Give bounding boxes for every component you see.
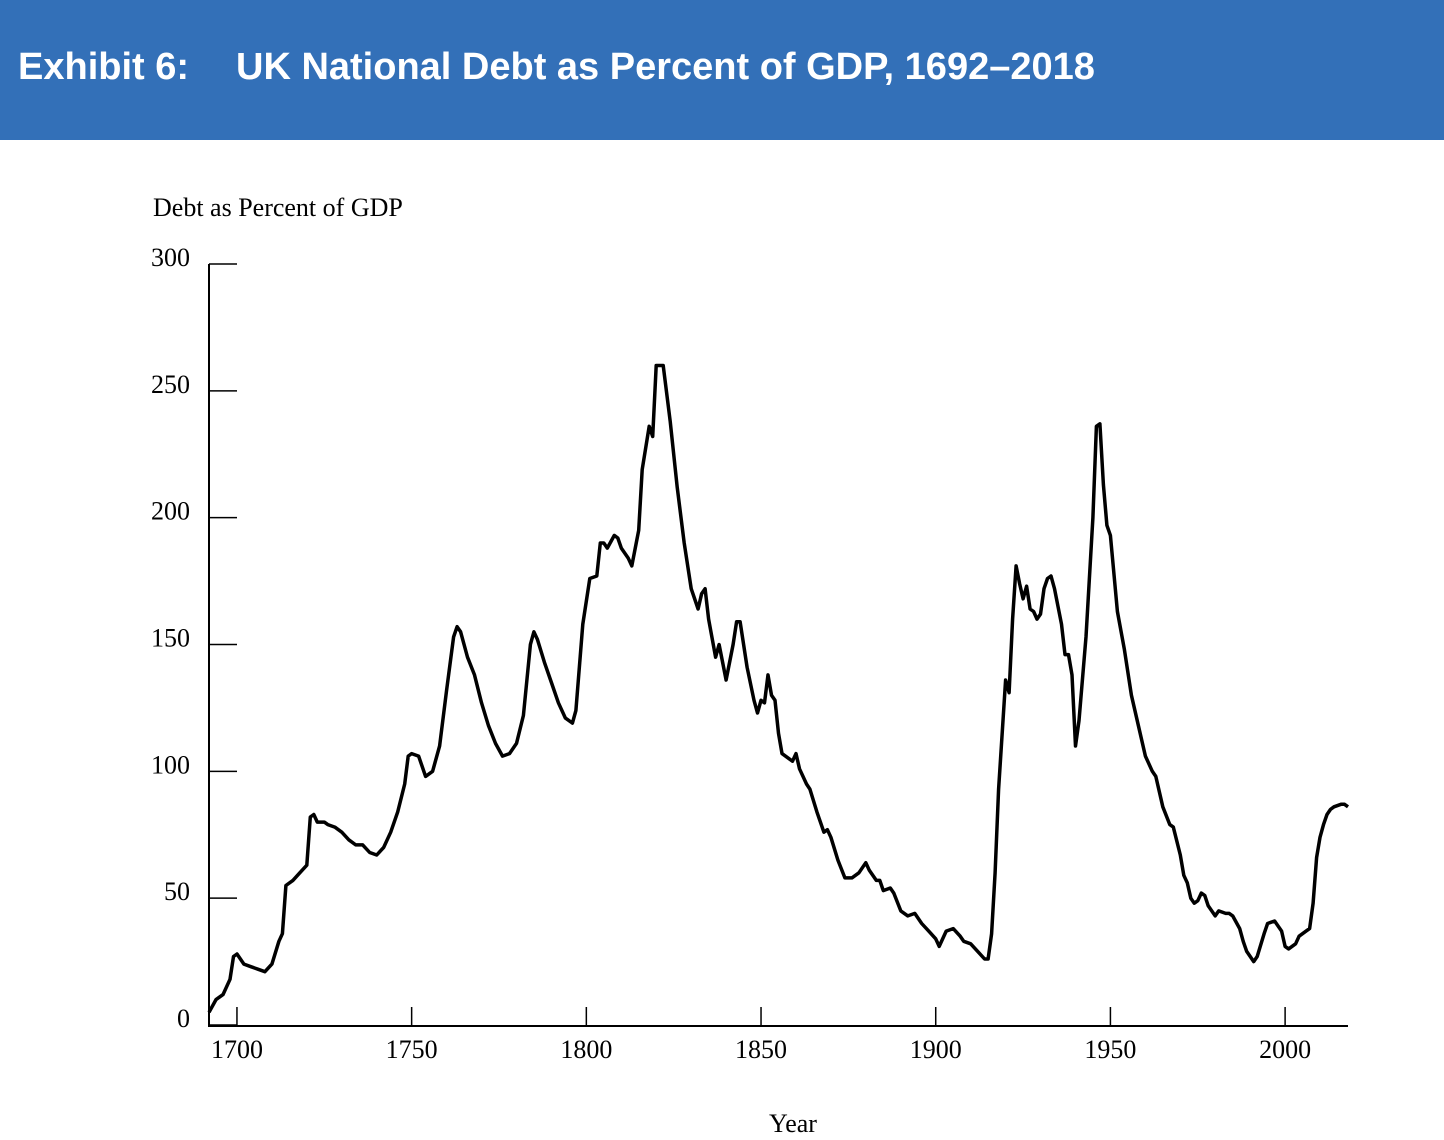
y-tick-label: 300 (151, 243, 190, 272)
chart-title: UK National Debt as Percent of GDP, 1692… (236, 46, 1095, 88)
y-tick-label: 100 (151, 750, 190, 779)
x-tick-label: 1700 (211, 1035, 263, 1064)
y-tick-label: 50 (164, 877, 190, 906)
data-line (207, 363, 1350, 1014)
x-axis-title: Year (769, 1109, 817, 1138)
exhibit-label: Exhibit 6: (18, 46, 190, 88)
x-tick-label: 2000 (1259, 1035, 1311, 1064)
y-tick-label: 250 (151, 370, 190, 399)
x-tick-label: 1900 (910, 1035, 962, 1064)
y-tick-label: 0 (177, 1004, 190, 1033)
y-tick-label: 150 (151, 623, 190, 652)
x-tick-label: 1950 (1084, 1035, 1136, 1064)
y-axis-title: Debt as Percent of GDP (153, 193, 403, 222)
x-tick-label: 1750 (386, 1035, 438, 1064)
x-tick-label: 1800 (560, 1035, 612, 1064)
x-tick-label: 1850 (735, 1035, 787, 1064)
y-tick-label: 200 (151, 497, 190, 526)
header: Exhibit 6: UK National Debt as Percent o… (0, 0, 1444, 140)
